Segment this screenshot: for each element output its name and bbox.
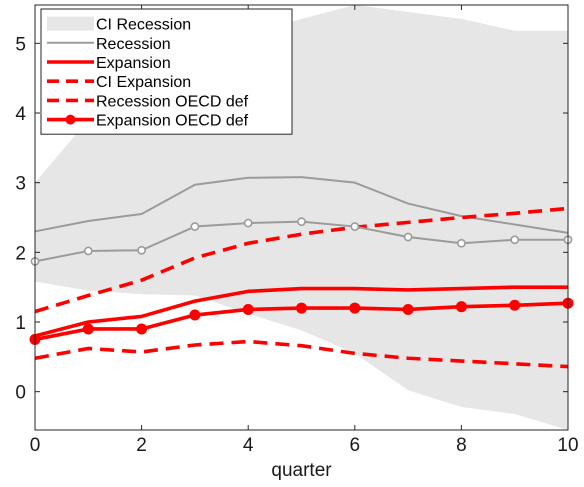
series-line-expansion xyxy=(34,285,568,338)
data-point xyxy=(243,218,253,228)
legend-marker-expansion-oecd-def xyxy=(65,114,76,125)
axes xyxy=(34,4,569,431)
legend-label-ci-expansion: CI Expansion xyxy=(96,74,191,91)
data-point xyxy=(350,222,360,231)
y-tick-label: 5 xyxy=(15,34,26,55)
series-layer xyxy=(29,176,574,369)
data-point xyxy=(403,232,413,242)
tick-labels: 0 2 4 6 8 10 0 1 2 3 4 5 xyxy=(15,34,578,456)
legend-label-recession-oecd-def: Recession OECD def xyxy=(96,93,249,110)
data-point xyxy=(136,323,148,335)
x-tick-label: 10 xyxy=(557,435,578,456)
data-point xyxy=(509,299,521,311)
legend-label-recession: Recession xyxy=(96,36,171,53)
data-point xyxy=(455,301,467,313)
series-line-ci-expansion xyxy=(34,206,569,314)
y-tick-label: 0 xyxy=(15,383,26,404)
data-point xyxy=(510,235,520,245)
legend-label-expansion: Expansion xyxy=(96,55,171,72)
data-point xyxy=(297,217,306,227)
x-tick-label: 6 xyxy=(350,435,361,456)
legend-swatch-ci-recession xyxy=(47,16,94,31)
x-tick-label: 4 xyxy=(243,435,254,456)
legend-label-expansion-oecd-def: Expansion OECD def xyxy=(96,113,249,130)
legend-label-ci-recession: CI Recession xyxy=(96,17,191,34)
series-line-recession xyxy=(34,176,569,234)
data-point xyxy=(456,238,466,248)
x-tick-label: 8 xyxy=(456,435,467,456)
legend: CI Recession Recession Expansion CI Expansi… xyxy=(40,8,293,135)
data-point xyxy=(349,302,361,314)
x-tick-label: 2 xyxy=(136,435,147,456)
axes-box xyxy=(34,4,569,431)
data-point xyxy=(137,245,146,255)
y-tick-label: 4 xyxy=(15,104,26,125)
x-tick-label: 0 xyxy=(30,435,41,456)
data-point xyxy=(296,302,307,314)
y-tick-label: 2 xyxy=(15,243,26,264)
data-point xyxy=(242,303,254,315)
y-tick-label: 3 xyxy=(15,174,26,195)
data-point xyxy=(189,309,201,321)
data-point xyxy=(402,303,414,315)
series-line-recession-oecd-def xyxy=(34,339,569,369)
x-axis-label: quarter xyxy=(271,460,332,481)
data-point xyxy=(82,323,94,335)
y-tick-label: 1 xyxy=(15,313,26,334)
data-point xyxy=(83,246,93,256)
data-point xyxy=(190,222,200,231)
